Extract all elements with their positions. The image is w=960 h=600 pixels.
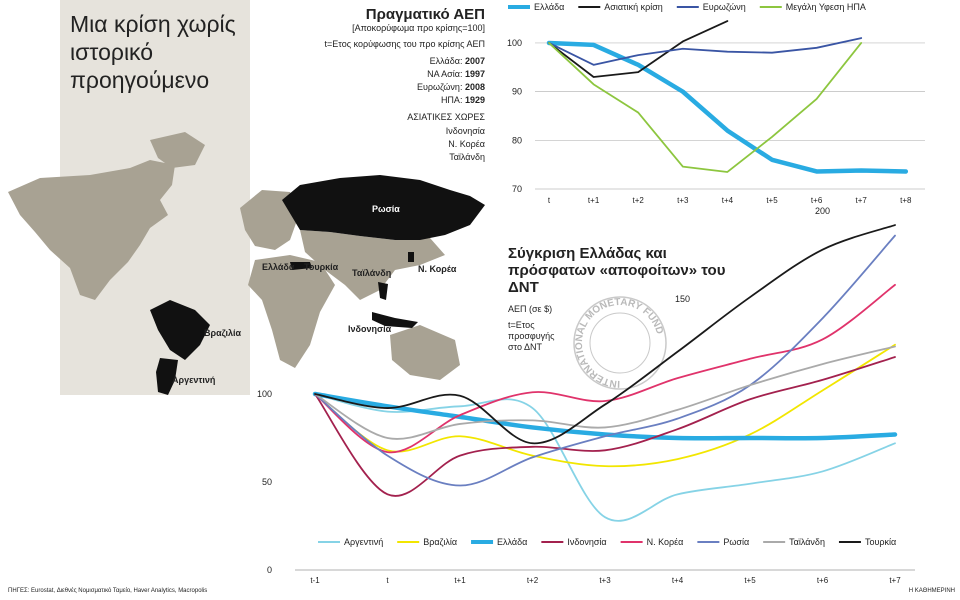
x-tick-label: t+1	[588, 196, 600, 205]
legend-label: Ν. Κορέα	[647, 537, 684, 547]
x-tick-label: t+3	[599, 576, 611, 585]
x-tick-label: t	[386, 576, 389, 585]
peak-name: Ευρωζώνη:	[417, 82, 462, 92]
map-label: Αργεντινή	[172, 375, 215, 385]
y-tick-label: 100	[257, 389, 272, 399]
x-tick-label: t+4	[672, 576, 684, 585]
x-tick-label: t+7	[889, 576, 901, 585]
x-tick-label: t+8	[900, 196, 912, 205]
group-title: ΑΣΙΑΤΙΚΕΣ ΧΩΡΕΣ	[407, 112, 485, 122]
x-tick-label: t+6	[811, 196, 823, 205]
x-tick-label: t-1	[310, 576, 320, 585]
y-tick-label: 70	[512, 184, 522, 194]
peak-year: Ελλάδα: 2007	[430, 56, 485, 66]
chart2-note: t=Ετος προσφυγής στο ΔΝΤ	[508, 320, 555, 352]
legend-label: Βραζιλία	[423, 537, 457, 547]
x-tick-label: t+5	[766, 196, 778, 205]
series-line	[312, 391, 898, 441]
x-tick-label: t	[548, 196, 551, 205]
map-label: Ινδονησία	[348, 324, 392, 334]
y-tick-label: 90	[512, 87, 522, 97]
y-tick-label: 200	[815, 206, 830, 216]
legend-label: Αργεντινή	[344, 537, 383, 547]
series-line	[314, 224, 896, 445]
peak-value: 1929	[465, 95, 485, 105]
y-tick-label: 0	[267, 565, 272, 575]
peak-year: Ευρωζώνη: 2008	[417, 82, 485, 92]
chart1-subtitle: [Αποκορύφωμα προ κρίσης=100]	[352, 23, 485, 33]
y-tick-label: 100	[507, 38, 522, 48]
highlighted-countries	[150, 175, 485, 395]
chart1-note: t=Ετος κορύφωσης του προ κρίσης ΑΕΠ	[325, 39, 485, 49]
peak-value: 1997	[465, 69, 485, 79]
peak-year: ΗΠΑ: 1929	[441, 95, 485, 105]
x-tick-label: t+5	[744, 576, 756, 585]
x-tick-label: t+3	[677, 196, 689, 205]
x-tick-label: t+6	[817, 576, 829, 585]
main-title: Μια κρίση χωρίς ιστορικό προηγούμενο	[70, 11, 236, 93]
source: ΠΗΓΕΣ: Eurostat, Διεθνές Νομισματικό Ταμ…	[8, 587, 207, 594]
credit: Η ΚΑΘΗΜΕΡΙΝΗ	[909, 588, 955, 594]
y-tick-label: 150	[675, 294, 690, 304]
peak-value: 2008	[465, 82, 485, 92]
series-line	[314, 343, 896, 468]
peak-name: Ελλάδα:	[430, 56, 463, 66]
series-line	[314, 356, 896, 497]
chart1-title: Πραγματικό ΑΕΠ	[366, 6, 485, 23]
series-line	[314, 283, 896, 454]
map-label: Ταϊλάνδη	[352, 268, 391, 278]
map-label: Ν. Κορέα	[418, 264, 457, 274]
x-tick-label: t+1	[454, 576, 466, 585]
legend-label: Μεγάλη Υφεση ΗΠΑ	[786, 2, 866, 12]
legend-label: Ρωσία	[723, 537, 749, 547]
legend-label: Ελλάδα	[534, 2, 564, 12]
series-line	[314, 393, 896, 522]
legend-label: Ασιατική κρίση	[604, 2, 663, 12]
group-country: Ταϊλάνδη	[449, 152, 485, 162]
group-country: Ινδονησία	[446, 126, 485, 136]
imf-seal: INTERNATIONAL MONETARY FUND	[573, 296, 667, 390]
peak-name: ΝΑ Ασία:	[427, 69, 462, 79]
series-line	[548, 42, 863, 173]
legend-label: Ευρωζώνη	[703, 2, 746, 12]
legend-label: Ινδονησία	[567, 537, 606, 547]
map-label: Τουρκία	[304, 262, 339, 272]
y-tick-label: 50	[262, 477, 272, 487]
map-label: Ελλάδα	[262, 262, 295, 272]
series-line	[548, 20, 729, 78]
legend-label: Ταϊλάνδη	[789, 537, 825, 547]
peak-year: ΝΑ Ασία: 1997	[427, 69, 485, 79]
x-tick-label: t+2	[527, 576, 539, 585]
map-label: Βραζιλία	[204, 328, 242, 338]
y-tick-label: 80	[512, 135, 522, 145]
x-tick-label: t+2	[633, 196, 645, 205]
legend-label: Ελλάδα	[497, 537, 527, 547]
x-tick-label: t+4	[722, 196, 734, 205]
chart2-title: Σύγκριση Ελλάδας και πρόσφατων «αποφοίτω…	[508, 245, 726, 296]
group-country: Ν. Κορέα	[448, 139, 485, 149]
peak-value: 2007	[465, 56, 485, 66]
chart2-subtitle: ΑΕΠ (σε $)	[508, 304, 553, 314]
world-map	[8, 132, 460, 380]
x-tick-label: t+7	[856, 196, 868, 205]
legend-label: Τουρκία	[865, 537, 896, 547]
map-label: Ρωσία	[372, 204, 400, 214]
peak-name: ΗΠΑ:	[441, 95, 463, 105]
series-line	[548, 37, 863, 66]
series-line	[314, 345, 896, 440]
series-line	[546, 40, 909, 174]
series-line	[314, 234, 896, 487]
